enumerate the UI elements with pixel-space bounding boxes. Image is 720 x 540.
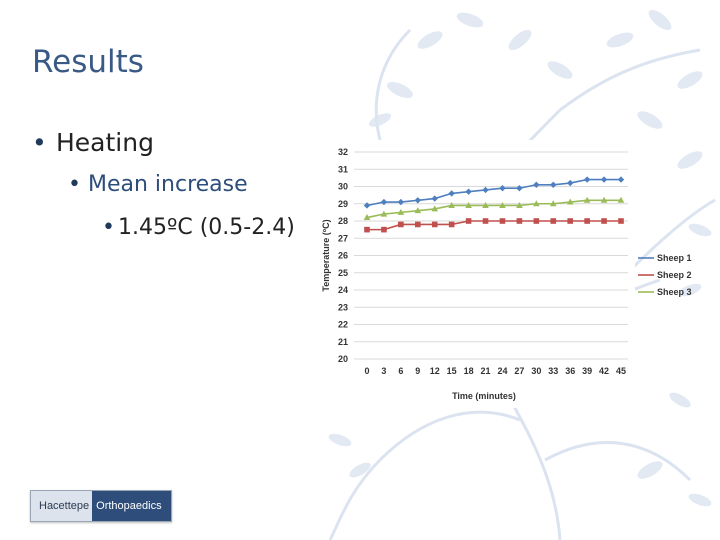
data-point-series-1 bbox=[533, 181, 540, 188]
data-point-series-2 bbox=[398, 221, 404, 228]
data-point-series-3 bbox=[465, 201, 472, 208]
y-tick-label: 24 bbox=[338, 285, 348, 295]
data-point-series-2 bbox=[448, 221, 455, 228]
logo-right-text: Orthopaedics bbox=[92, 491, 171, 521]
data-point-series-2 bbox=[618, 218, 624, 224]
data-point-series-3 bbox=[566, 198, 574, 205]
data-point-series-2 bbox=[364, 226, 370, 233]
y-tick-label: 21 bbox=[338, 337, 348, 347]
data-point-series-3 bbox=[448, 201, 455, 208]
x-tick-label: 9 bbox=[415, 366, 420, 376]
y-axis-title: Temperature (ºC) bbox=[321, 219, 331, 291]
data-point-series-1 bbox=[600, 176, 608, 183]
bullet-text: Heating bbox=[56, 128, 154, 157]
data-point-series-3 bbox=[549, 200, 557, 207]
bullet-dot-icon: • bbox=[32, 128, 47, 157]
x-tick-label: 24 bbox=[497, 366, 507, 376]
data-point-series-3 bbox=[431, 205, 439, 212]
y-tick-label: 25 bbox=[338, 268, 348, 278]
y-tick-label: 31 bbox=[338, 164, 348, 174]
x-tick-label: 6 bbox=[398, 366, 403, 376]
data-point-series-3 bbox=[516, 201, 523, 208]
temperature-chart: 20 21 22 23 24 25 26 27 28 29 30 31 32 0 3 6 9 12 15 18 21 24… bbox=[312, 140, 635, 408]
x-tick-label: 18 bbox=[464, 366, 474, 376]
series-line-1 bbox=[366, 178, 621, 207]
x-tick-label: 42 bbox=[599, 366, 609, 376]
data-point-series-2 bbox=[550, 218, 557, 224]
bullet-dot-icon: • bbox=[68, 172, 81, 197]
bullet-text: Mean increase bbox=[88, 172, 248, 197]
x-tick-label: 21 bbox=[481, 366, 491, 376]
y-tick-label: 26 bbox=[338, 251, 348, 261]
y-tick-label: 29 bbox=[338, 199, 348, 209]
data-point-series-1 bbox=[567, 179, 574, 187]
data-point-series-2 bbox=[584, 218, 590, 224]
slide-title: Results bbox=[32, 44, 144, 80]
x-tick-label: 0 bbox=[364, 366, 369, 376]
data-point-series-2 bbox=[516, 218, 523, 224]
data-point-series-2 bbox=[601, 218, 607, 224]
data-point-series-1 bbox=[397, 198, 405, 206]
data-point-series-1 bbox=[516, 185, 523, 192]
y-tick-label: 30 bbox=[338, 182, 348, 192]
data-point-series-1 bbox=[465, 188, 472, 195]
x-tick-label: 36 bbox=[565, 366, 575, 376]
data-point-series-1 bbox=[583, 176, 591, 183]
data-point-series-3 bbox=[363, 214, 371, 221]
data-point-series-3 bbox=[414, 207, 422, 214]
data-point-series-3 bbox=[600, 196, 608, 203]
bullet-text: 1.45ºC (0.5-2.4) bbox=[118, 215, 295, 240]
data-point-series-2 bbox=[431, 221, 438, 228]
data-point-series-2 bbox=[415, 221, 421, 228]
data-point-series-1 bbox=[363, 202, 371, 209]
x-tick-label: 39 bbox=[582, 366, 592, 376]
bullet-level-3: • 1.45ºC (0.5-2.4) bbox=[102, 215, 295, 240]
x-axis-title: Time (minutes) bbox=[452, 391, 516, 401]
y-tick-label: 27 bbox=[338, 233, 348, 243]
data-point-series-1 bbox=[431, 195, 438, 202]
data-point-series-3 bbox=[583, 196, 591, 203]
data-point-series-3 bbox=[499, 201, 506, 208]
x-tick-label: 45 bbox=[616, 366, 626, 376]
logo-left-text: Hacettepe bbox=[31, 491, 93, 521]
x-tick-label: 27 bbox=[514, 366, 524, 376]
data-point-series-2 bbox=[381, 226, 387, 233]
data-point-series-1 bbox=[499, 185, 506, 192]
x-tick-label: 3 bbox=[381, 366, 386, 376]
series-line-2 bbox=[367, 220, 621, 231]
x-tick-label: 15 bbox=[447, 366, 457, 376]
data-point-series-1 bbox=[448, 190, 455, 197]
x-tick-label: 30 bbox=[531, 366, 541, 376]
data-point-series-3 bbox=[482, 201, 489, 208]
bullet-level-1: • Heating bbox=[32, 128, 154, 157]
x-tick-label: 12 bbox=[430, 366, 440, 376]
data-point-series-1 bbox=[617, 176, 625, 183]
data-point-series-2 bbox=[567, 218, 573, 224]
y-tick-label: 32 bbox=[338, 147, 348, 157]
data-point-series-3 bbox=[617, 196, 625, 203]
y-tick-label: 28 bbox=[338, 216, 348, 226]
data-point-series-1 bbox=[482, 186, 489, 194]
bullet-level-2: • Mean increase bbox=[68, 172, 248, 197]
data-point-series-3 bbox=[533, 200, 540, 207]
y-tick-label: 22 bbox=[338, 320, 348, 330]
series-line-3 bbox=[366, 199, 621, 219]
data-point-series-2 bbox=[465, 218, 472, 224]
data-point-series-1 bbox=[550, 181, 557, 188]
bullet-dot-icon: • bbox=[102, 215, 115, 240]
hacettepe-logo: Hacettepe Orthopaedics bbox=[30, 490, 172, 522]
x-tick-label: 33 bbox=[548, 366, 558, 376]
y-tick-label: 20 bbox=[338, 354, 348, 364]
data-point-series-3 bbox=[380, 210, 388, 217]
data-point-series-1 bbox=[380, 198, 388, 206]
data-point-series-2 bbox=[482, 218, 489, 224]
data-point-series-1 bbox=[414, 197, 421, 204]
data-point-series-2 bbox=[533, 218, 540, 224]
data-point-series-3 bbox=[397, 208, 405, 215]
y-tick-label: 23 bbox=[338, 302, 348, 312]
data-point-series-2 bbox=[499, 218, 506, 224]
